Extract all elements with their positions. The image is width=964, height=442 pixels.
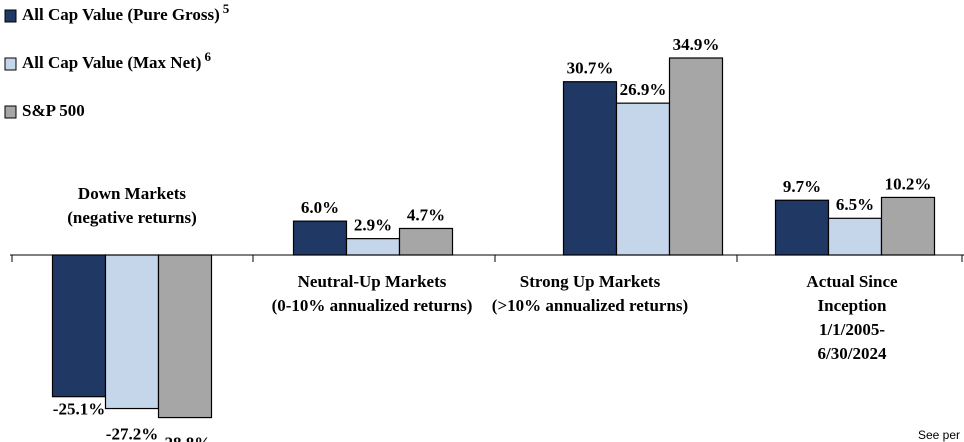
value-label: 6.5% — [836, 195, 874, 214]
value-label: 4.7% — [407, 205, 445, 224]
bar — [615, 102, 671, 256]
annotation: See per — [918, 428, 960, 442]
bar — [880, 196, 936, 256]
value-label: 34.9% — [673, 35, 720, 54]
value-label: 10.2% — [885, 174, 932, 193]
legend-swatch — [4, 57, 17, 71]
bar — [774, 199, 830, 256]
legend-label: S&P 500 — [22, 101, 85, 120]
bar — [398, 227, 454, 256]
category-label: Actual Since Inception 1/1/2005-6/30/2024 — [806, 272, 898, 363]
value-label: 9.7% — [783, 177, 821, 196]
category-label: Strong Up Markets (>10% annualized return… — [492, 272, 688, 315]
legend-footnote: 6 — [204, 49, 211, 64]
category-label: Neutral-Up Markets (0-10% annualized retu… — [272, 272, 473, 315]
bar — [562, 81, 618, 256]
value-label: 26.9% — [620, 80, 667, 99]
bar — [668, 57, 724, 256]
value-label: 2.9% — [354, 216, 392, 235]
bar — [51, 254, 107, 398]
legend-swatch — [4, 105, 17, 119]
legend-footnote: 5 — [223, 1, 230, 16]
legend-label: All Cap Value (Max Net) 6 — [22, 49, 211, 72]
legend-name: All Cap Value (Pure Gross) — [22, 5, 220, 24]
legend-swatch — [4, 9, 17, 23]
bar — [104, 254, 160, 410]
legend-name: S&P 500 — [22, 101, 85, 120]
category-label: Down Markets (negative returns) — [67, 184, 197, 227]
value-label: 30.7% — [567, 59, 614, 78]
bar — [827, 217, 883, 256]
value-label: -27.2% — [106, 424, 158, 442]
bar — [292, 220, 348, 256]
bar — [345, 238, 401, 256]
value-label: -25.1% — [53, 400, 105, 419]
legend-label: All Cap Value (Pure Gross) 5 — [22, 1, 230, 24]
bar — [157, 254, 213, 419]
value-label: 6.0% — [301, 198, 339, 217]
value-label: -28.8% — [159, 433, 211, 442]
legend-name: All Cap Value (Max Net) — [22, 53, 201, 72]
